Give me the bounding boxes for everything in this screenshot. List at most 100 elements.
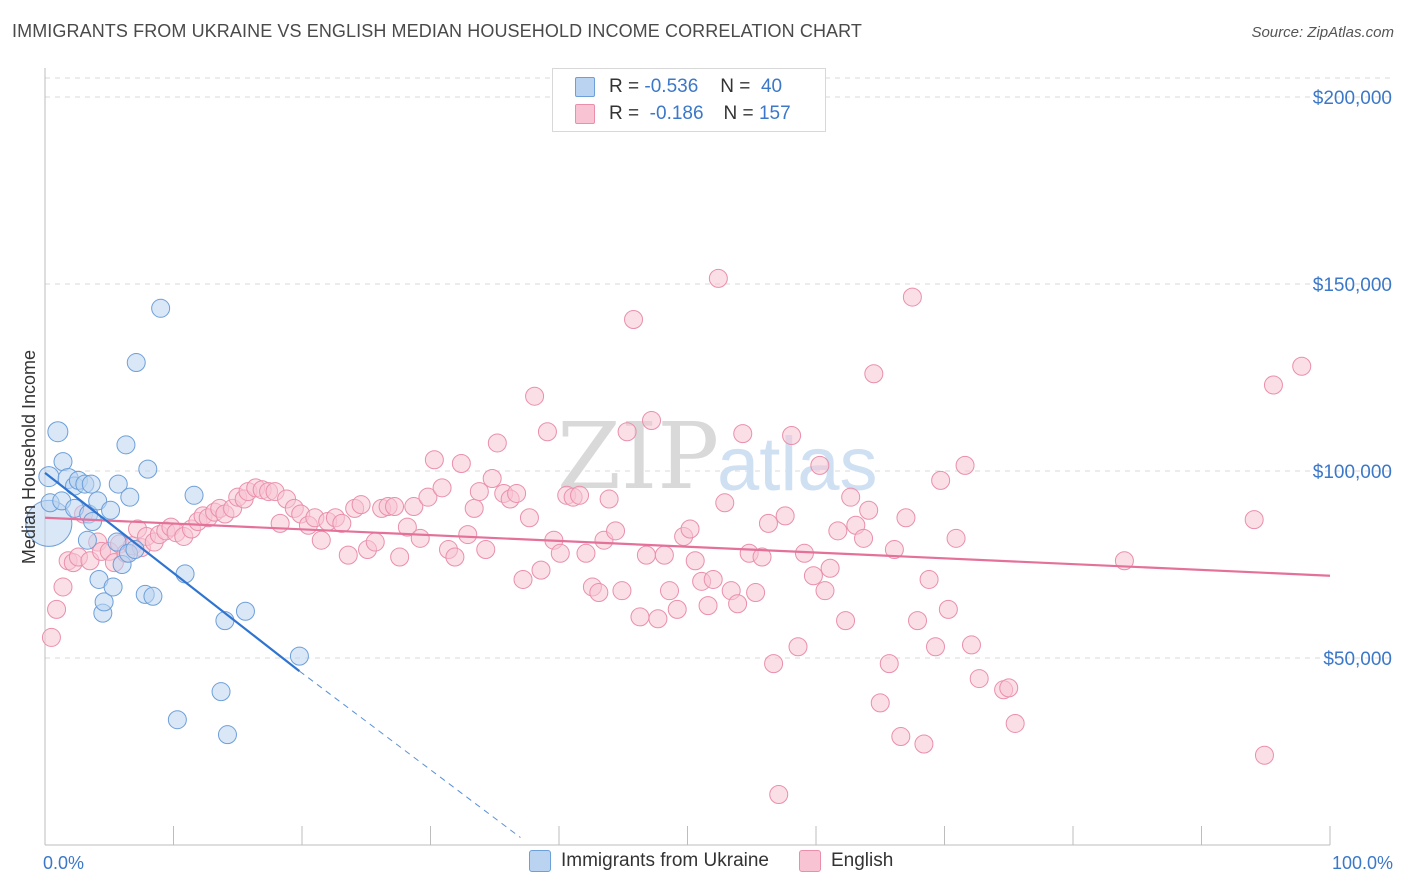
legend-row-ukraine: R = -0.536 N = 40 [575,74,782,100]
english-point [624,310,644,330]
english-point [418,487,438,507]
y-axis-label: Median Household Income [19,350,39,564]
english-point [365,532,385,552]
english-point [1254,745,1274,765]
axes [44,68,1331,846]
english-point [482,468,502,488]
ukraine-point [83,511,103,531]
correlation-legend: R = -0.536 N = 40 R = -0.186 N = 157 [552,68,826,132]
ukraine-point [217,725,237,745]
ukraine-point [108,474,128,494]
ukraine-point [126,353,146,373]
legend-swatch-pink [799,850,821,872]
english-point [1263,375,1283,395]
legend-n-label: N = [723,103,754,124]
english-point [531,560,551,580]
ukraine-point [184,485,204,505]
english-point [931,470,951,490]
english-point [606,521,626,541]
english-point [803,566,823,586]
english-point [769,785,789,805]
english-point [775,506,795,526]
english-point [926,637,946,657]
english-point [746,583,766,603]
ukraine-point [143,586,163,606]
english-point [1005,713,1025,733]
english-point [487,433,507,453]
english-point [648,609,668,629]
english-point [698,596,718,616]
english-point [464,498,484,518]
ukraine-point [88,491,108,511]
english-point [879,654,899,674]
english-point [390,547,410,567]
english-point [815,581,835,601]
english-point [836,611,856,631]
english-point [820,558,840,578]
english-point [41,627,61,647]
ukraine-trend-extension [299,670,521,838]
english-point [859,500,879,520]
english-point [828,521,848,541]
legend-r-label: R = [609,103,640,124]
ukraine-point [103,577,123,597]
ukraine-point [138,459,158,479]
english-point [576,543,596,563]
ukraine-point [116,435,136,455]
legend-r-value: -0.536 [644,76,699,97]
x-tick-label: 100.0% [1332,853,1393,873]
english-point [476,540,496,560]
english-point [896,508,916,528]
english-point [728,594,748,614]
english-point [961,635,981,655]
english-point [810,455,830,475]
english-point [397,517,417,537]
english-point [764,654,784,674]
english-point [332,513,352,533]
english-point [680,519,700,539]
english-point [451,454,471,474]
ukraine-trend-line [44,472,301,672]
english-point [519,508,539,528]
legend-n-value: 40 [760,76,783,97]
ukraine-point [94,592,114,612]
ukraine-point [47,421,69,443]
english-points [41,268,1312,805]
english-point [599,489,619,509]
english-point [589,583,609,603]
ukraine-point [53,452,73,472]
english-point [870,693,890,713]
ukraine-point [289,646,309,666]
english-point [642,411,662,431]
legend-n-value: 157 [758,103,791,124]
english-point [788,637,808,657]
ukraine-point [81,474,101,494]
x-tick-labels: 0.0% 100.0% [43,853,1393,873]
english-point [733,424,753,444]
english-point [432,478,452,498]
y-tick-label: $50,000 [1323,649,1392,670]
legend-label-ukraine: Immigrants from Ukraine [561,850,769,871]
legend-r-label: R = [609,76,640,97]
ukraine-point [167,710,187,730]
english-point [902,287,922,307]
ukraine-points [25,298,309,745]
english-point [385,497,405,517]
english-point [570,485,590,505]
english-point [908,611,928,631]
y-tick-label: $100,000 [1313,462,1392,483]
english-point [513,569,533,589]
english-point [938,599,958,619]
english-point [955,455,975,475]
english-point [969,669,989,689]
english-point [445,547,465,567]
english-point [458,525,478,545]
english-point [891,727,911,747]
ukraine-point [107,532,127,552]
english-point [550,543,570,563]
english-point [525,386,545,406]
english-trend-line [44,516,1331,577]
english-point [841,487,861,507]
legend-r-value: -0.186 [649,103,704,124]
ukraine-point [235,601,255,621]
